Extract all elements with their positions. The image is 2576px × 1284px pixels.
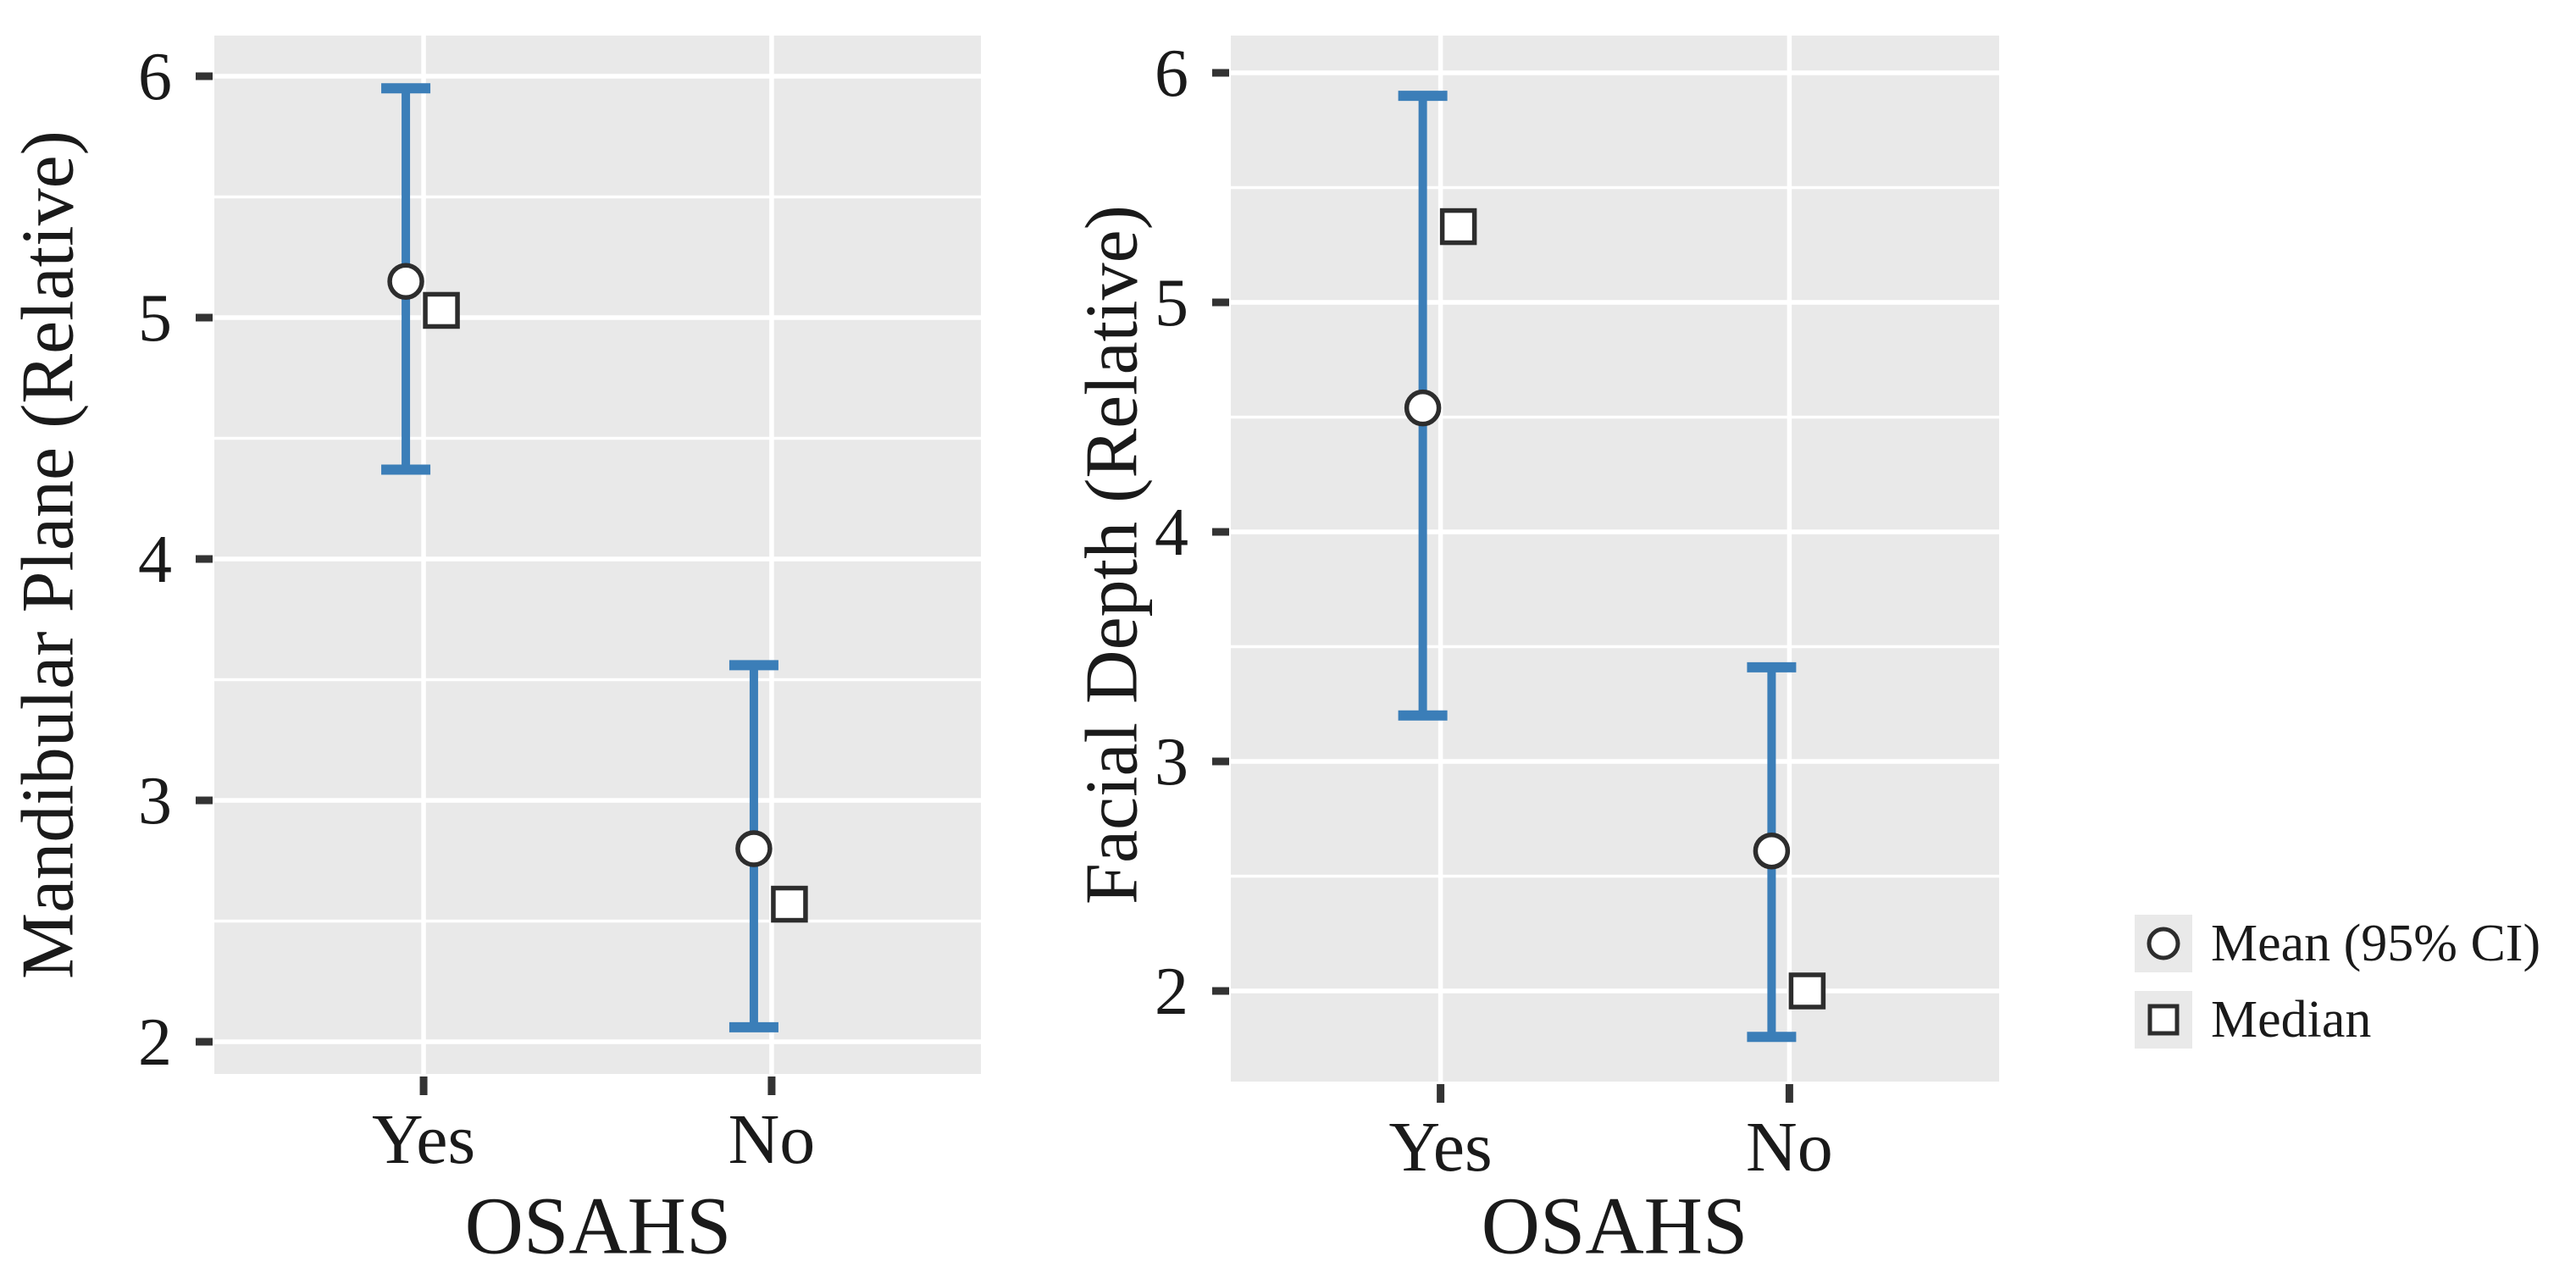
x-tick-label: Yes bbox=[1388, 1108, 1492, 1187]
legend-item-mean: Mean (95% CI) bbox=[2135, 915, 2540, 972]
y-tick-label: 6 bbox=[138, 40, 172, 114]
mean-marker bbox=[735, 830, 773, 867]
y-tick-label: 5 bbox=[138, 281, 172, 356]
y-axis-title-facial-depth: Facial Depth (Relative) bbox=[1071, 205, 1154, 905]
median-marker bbox=[1788, 972, 1826, 1010]
x-tick-label: No bbox=[728, 1100, 816, 1179]
median-marker bbox=[1439, 208, 1477, 246]
legend-key-mean bbox=[2135, 915, 2192, 972]
x-tick-label: No bbox=[1746, 1108, 1833, 1187]
panel-background bbox=[1231, 36, 1999, 1082]
mean-marker bbox=[387, 263, 424, 300]
square-icon bbox=[2147, 1004, 2180, 1036]
panel-background bbox=[214, 36, 981, 1074]
y-tick-label: 4 bbox=[1155, 495, 1188, 570]
y-tick-label: 2 bbox=[1155, 955, 1188, 1029]
median-marker bbox=[771, 885, 808, 923]
y-tick-label: 3 bbox=[1155, 725, 1188, 800]
legend-item-median: Median bbox=[2135, 991, 2540, 1049]
mean-marker bbox=[1404, 389, 1442, 427]
x-axis-title-osahs-right: OSAHS bbox=[1481, 1180, 1748, 1271]
y-tick-label: 3 bbox=[138, 764, 172, 838]
y-tick-label: 6 bbox=[1155, 36, 1188, 111]
legend-label-mean: Mean (95% CI) bbox=[2211, 915, 2541, 972]
legend-key-median bbox=[2135, 991, 2192, 1049]
legend: Mean (95% CI) Median bbox=[2135, 915, 2540, 1049]
y-tick-label: 2 bbox=[138, 1005, 172, 1080]
x-axis-title-osahs-left: OSAHS bbox=[464, 1180, 732, 1271]
y-tick-label: 4 bbox=[138, 523, 172, 597]
mean-marker bbox=[1753, 832, 1791, 870]
y-tick-label: 5 bbox=[1155, 266, 1188, 340]
x-tick-label: Yes bbox=[372, 1100, 475, 1179]
circle-icon bbox=[2147, 927, 2180, 960]
median-marker bbox=[423, 291, 460, 329]
legend-label-median: Median bbox=[2211, 991, 2372, 1049]
